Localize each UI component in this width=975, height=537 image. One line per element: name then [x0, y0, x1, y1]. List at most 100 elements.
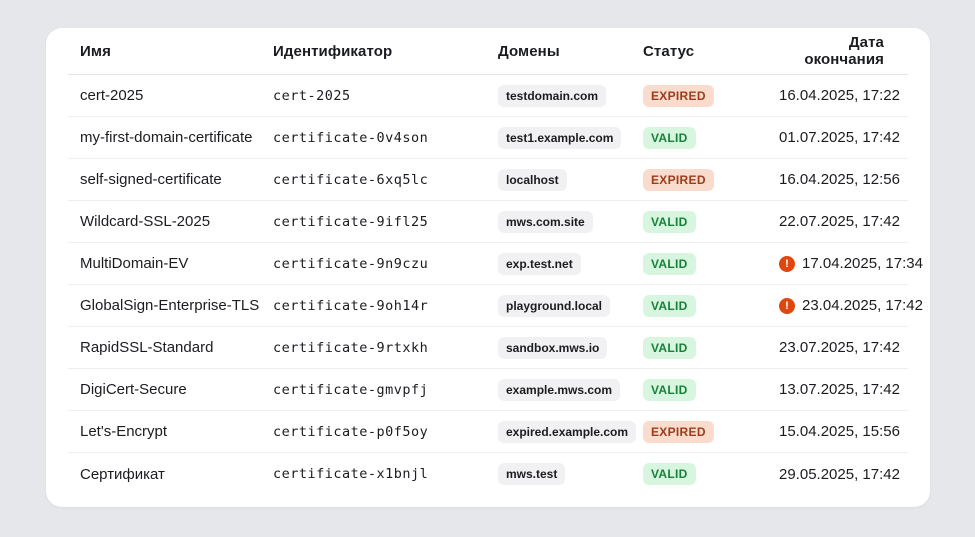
- status-cell: EXPIRED: [643, 84, 779, 107]
- status-cell: VALID: [643, 210, 779, 233]
- status-cell: EXPIRED: [643, 420, 779, 443]
- exclamation-circle-icon: !: [779, 297, 795, 314]
- certificate-identifier: certificate-9ifl25: [273, 213, 429, 230]
- domain-chip: exp.test.net: [498, 252, 581, 275]
- domains-cell: sandbox.mws.io: [498, 336, 643, 359]
- expiry-date: 13.07.2025, 17:42: [779, 381, 900, 398]
- domains-cell: exp.test.net: [498, 252, 643, 275]
- expires-cell: ! 23.04.2025, 17:42: [779, 297, 923, 314]
- column-header-name: Имя: [80, 42, 111, 60]
- expires-cell: ! 17.04.2025, 17:34: [779, 255, 923, 272]
- status-cell: EXPIRED: [643, 168, 779, 191]
- expiry-date: 29.05.2025, 17:42: [779, 465, 900, 483]
- status-badge: VALID: [643, 210, 696, 233]
- domains-cell: testdomain.com: [498, 84, 643, 107]
- domain-chip: sandbox.mws.io: [498, 336, 608, 359]
- status-cell: VALID: [643, 294, 779, 317]
- column-header-expires: Дата окончания: [804, 34, 884, 68]
- domain-chip: test1.example.com: [498, 126, 622, 149]
- expires-cell: ! 29.05.2025, 17:42: [779, 466, 900, 483]
- table-row[interactable]: my-first-domain-certificate certificate-…: [68, 117, 908, 159]
- certificate-name[interactable]: Wildcard-SSL-2025: [80, 213, 211, 230]
- status-badge: VALID: [643, 126, 696, 149]
- expiry-date: 15.04.2025, 15:56: [779, 423, 900, 440]
- exclamation-circle-icon: !: [779, 255, 795, 272]
- certificate-identifier: certificate-0v4son: [273, 129, 429, 146]
- column-header-status: Статус: [643, 42, 695, 60]
- status-cell: VALID: [643, 378, 779, 401]
- certificate-identifier: certificate-x1bnjl: [273, 466, 429, 482]
- expires-cell: ! 16.04.2025, 12:56: [779, 171, 900, 188]
- expiry-date: 16.04.2025, 12:56: [779, 171, 900, 188]
- table-row[interactable]: cert-2025 cert-2025 testdomain.com EXPIR…: [68, 75, 908, 117]
- status-badge: VALID: [643, 252, 696, 275]
- domains-cell: localhost: [498, 168, 643, 191]
- domain-chip: expired.example.com: [498, 420, 637, 443]
- table-row[interactable]: RapidSSL-Standard certificate-9rtxkh san…: [68, 327, 908, 369]
- certificate-name[interactable]: Let's-Encrypt: [80, 423, 168, 440]
- status-cell: VALID: [643, 463, 779, 485]
- table-row[interactable]: GlobalSign-Enterprise-TLS certificate-9o…: [68, 285, 923, 327]
- table-row[interactable]: MultiDomain-EV certificate-9n9czu exp.te…: [68, 243, 923, 285]
- domains-cell: expired.example.com: [498, 420, 643, 443]
- status-badge: VALID: [643, 294, 696, 317]
- certificate-identifier: certificate-9rtxkh: [273, 339, 429, 356]
- status-badge: EXPIRED: [643, 420, 714, 443]
- certificate-identifier: certificate-6xq5lc: [273, 171, 429, 188]
- table-row[interactable]: Сертификат certificate-x1bnjl mws.test V…: [68, 453, 908, 495]
- status-cell: VALID: [643, 336, 779, 359]
- expires-cell: ! 22.07.2025, 17:42: [779, 213, 900, 230]
- certificate-name[interactable]: MultiDomain-EV: [80, 255, 189, 272]
- expiry-date: 23.07.2025, 17:42: [779, 339, 900, 356]
- domains-cell: mws.com.site: [498, 210, 643, 233]
- domains-cell: playground.local: [498, 294, 643, 317]
- column-header-domains: Домены: [498, 42, 560, 60]
- certificate-identifier: certificate-9oh14r: [273, 297, 429, 314]
- certificate-name[interactable]: DigiCert-Secure: [80, 381, 187, 398]
- certificate-identifier: certificate-p0f5oy: [273, 423, 429, 440]
- table-row[interactable]: Wildcard-SSL-2025 certificate-9ifl25 mws…: [68, 201, 908, 243]
- domain-chip: localhost: [498, 168, 567, 191]
- status-badge: VALID: [643, 378, 696, 401]
- expiry-date: 01.07.2025, 17:42: [779, 129, 900, 146]
- domains-cell: mws.test: [498, 463, 643, 485]
- domain-chip: mws.com.site: [498, 210, 593, 233]
- expires-cell: ! 15.04.2025, 15:56: [779, 423, 900, 440]
- certificates-card: Имя Идентификатор Домены Статус Дата око…: [46, 28, 930, 507]
- table-row[interactable]: DigiCert-Secure certificate-gmvpfj examp…: [68, 369, 908, 411]
- domains-cell: example.mws.com: [498, 378, 643, 401]
- expires-cell: ! 16.04.2025, 17:22: [779, 87, 900, 104]
- table-header-row: Имя Идентификатор Домены Статус Дата око…: [68, 28, 908, 75]
- certificate-identifier: certificate-gmvpfj: [273, 381, 429, 398]
- table-row[interactable]: self-signed-certificate certificate-6xq5…: [68, 159, 908, 201]
- status-badge: VALID: [643, 336, 696, 359]
- certificate-identifier: certificate-9n9czu: [273, 255, 429, 272]
- expiry-date: 22.07.2025, 17:42: [779, 213, 900, 230]
- certificate-name[interactable]: Сертификат: [80, 465, 165, 483]
- expires-cell: ! 01.07.2025, 17:42: [779, 129, 900, 146]
- status-badge: EXPIRED: [643, 168, 714, 191]
- certificate-name[interactable]: RapidSSL-Standard: [80, 339, 214, 356]
- domain-chip: playground.local: [498, 294, 611, 317]
- domain-chip: testdomain.com: [498, 84, 607, 107]
- certificate-name[interactable]: my-first-domain-certificate: [80, 129, 253, 146]
- expiry-date: 16.04.2025, 17:22: [779, 87, 900, 104]
- column-header-id: Идентификатор: [273, 42, 393, 60]
- status-badge: VALID: [643, 463, 696, 485]
- expires-cell: ! 13.07.2025, 17:42: [779, 381, 900, 398]
- expiry-date: 17.04.2025, 17:34: [802, 255, 923, 272]
- certificate-name[interactable]: GlobalSign-Enterprise-TLS: [80, 297, 260, 314]
- status-cell: VALID: [643, 126, 779, 149]
- domains-cell: test1.example.com: [498, 126, 643, 149]
- certificate-identifier: cert-2025: [273, 87, 351, 104]
- certificate-name[interactable]: self-signed-certificate: [80, 171, 222, 188]
- status-badge: EXPIRED: [643, 84, 714, 107]
- expiry-date: 23.04.2025, 17:42: [802, 297, 923, 314]
- table-row[interactable]: Let's-Encrypt certificate-p0f5oy expired…: [68, 411, 908, 453]
- domain-chip: mws.test: [498, 463, 566, 485]
- domain-chip: example.mws.com: [498, 378, 621, 401]
- status-cell: VALID: [643, 252, 779, 275]
- certificate-name[interactable]: cert-2025: [80, 87, 144, 104]
- table-body: cert-2025 cert-2025 testdomain.com EXPIR…: [68, 75, 923, 495]
